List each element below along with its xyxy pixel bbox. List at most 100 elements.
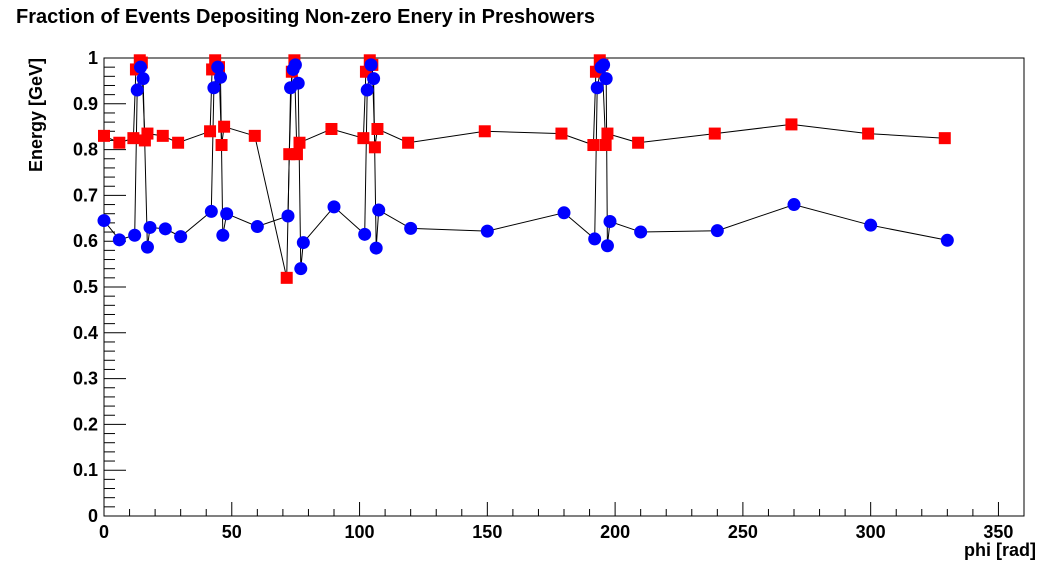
y-tick-label: 0.6 — [73, 231, 98, 251]
series-0-point — [368, 141, 381, 154]
series-1-point — [597, 58, 611, 72]
series-0-point — [862, 127, 875, 140]
x-tick-label: 50 — [222, 522, 242, 542]
y-tick-label: 0.5 — [73, 277, 98, 297]
series-1-point — [174, 230, 188, 244]
y-tick-label: 0 — [88, 506, 98, 526]
series-1-point — [557, 206, 571, 220]
series-1-point — [281, 209, 295, 223]
series-0-point — [708, 127, 721, 140]
y-tick-label: 0.1 — [73, 460, 98, 480]
series-0-point — [293, 136, 306, 149]
series-1-point — [296, 236, 310, 250]
series-0-point — [141, 127, 154, 140]
series-1-point — [369, 241, 383, 255]
y-tick-label: 0.2 — [73, 414, 98, 434]
series-1-point — [97, 214, 111, 228]
plot-frame — [103, 57, 1025, 517]
series-1-point — [940, 233, 954, 247]
series-1-point — [250, 220, 264, 234]
series-1-point — [358, 227, 372, 241]
series-0-point — [371, 122, 384, 135]
chart-title: Fraction of Events Depositing Non-zero E… — [16, 6, 595, 28]
series-1-point — [599, 72, 613, 86]
series-0-point — [156, 129, 169, 142]
series-1-point — [207, 81, 221, 95]
series-markers — [97, 54, 954, 284]
series-1-point — [787, 198, 801, 212]
series-1-point — [288, 58, 302, 72]
series-0-point — [248, 129, 261, 142]
series-0-point — [478, 125, 491, 138]
series-1-point — [360, 83, 374, 97]
series-1-point — [367, 72, 381, 86]
axis-labels: 0 0.1 0.2 0.3 0.4 0.5 0.6 0.7 0.8 0.9 1 0 50 100 150 20… — [26, 48, 1036, 560]
series-0-point — [632, 136, 645, 149]
y-tick-label: 0.7 — [73, 185, 98, 205]
y-tick-label: 1 — [88, 48, 98, 68]
series-0-point — [938, 132, 951, 145]
series-1-point — [112, 233, 126, 247]
y-axis-title: Energy [GeV] — [26, 58, 46, 172]
series-1-point — [327, 200, 341, 214]
series-1-point — [588, 232, 602, 246]
series-1-point — [404, 221, 418, 235]
series-0-point — [204, 125, 217, 138]
series-1-point — [204, 204, 218, 218]
series-0-point — [98, 129, 110, 142]
series-1-point — [143, 220, 157, 234]
series-0-point — [113, 136, 126, 149]
series-0-point — [280, 271, 293, 284]
y-tick-label: 0.9 — [73, 94, 98, 114]
series-1-point — [211, 60, 225, 74]
series-1-point — [600, 239, 614, 253]
series-0-point — [325, 122, 338, 135]
series-0-point — [555, 127, 568, 140]
series-1-point — [140, 240, 154, 254]
series-0-point — [587, 139, 600, 152]
series-1-point — [136, 72, 150, 86]
series-1-point — [590, 81, 604, 95]
x-tick-label: 250 — [728, 522, 758, 542]
series-1-point — [216, 228, 230, 242]
series-lines — [103, 59, 948, 278]
series-1-point — [372, 203, 386, 217]
series-0-point — [601, 127, 614, 140]
series-1-point — [603, 215, 617, 229]
y-tick-label: 0.3 — [73, 369, 98, 389]
series-0-point — [218, 120, 231, 133]
plot-border — [103, 57, 1025, 517]
x-tick-label: 0 — [99, 522, 109, 542]
series-0-point — [172, 136, 185, 149]
x-tick-label: 350 — [983, 522, 1013, 542]
x-tick-label: 200 — [600, 522, 630, 542]
series-0-point — [402, 136, 415, 149]
axis-ticks — [103, 57, 1025, 517]
series-0-point — [127, 132, 140, 145]
series-1-point — [214, 70, 228, 84]
series-1-point — [294, 262, 308, 276]
series-0-point — [785, 118, 798, 131]
x-axis-title: phi [rad] — [964, 540, 1036, 560]
series-1-point — [364, 58, 378, 72]
series-0-point — [215, 139, 228, 152]
series-1-point — [128, 228, 142, 242]
series-1-point — [158, 222, 172, 236]
series-1-point — [480, 224, 494, 238]
series-1-point — [220, 207, 234, 221]
series-1-point — [634, 225, 648, 239]
series-0-point — [599, 139, 612, 152]
series-1-point — [710, 224, 724, 238]
y-tick-label: 0.8 — [73, 140, 98, 160]
series-1-point — [291, 76, 305, 90]
x-tick-label: 150 — [472, 522, 502, 542]
series-0-point — [357, 132, 370, 145]
series-1-point — [864, 218, 878, 232]
y-tick-label: 0.4 — [73, 323, 98, 343]
x-tick-label: 100 — [345, 522, 375, 542]
x-tick-label: 300 — [856, 522, 886, 542]
series-1-line — [103, 63, 948, 269]
series-1-point — [134, 60, 148, 74]
series-1-point — [130, 83, 144, 97]
